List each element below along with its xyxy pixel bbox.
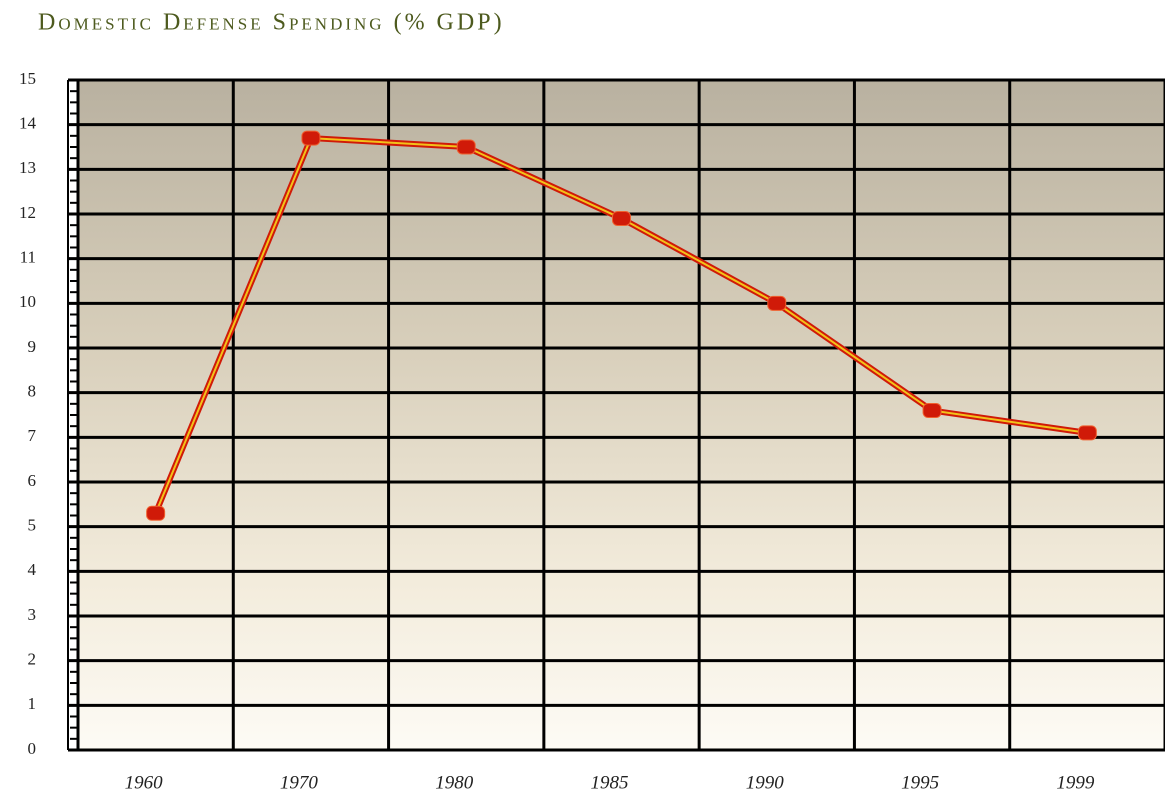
y-tick-label: 0	[28, 739, 37, 758]
data-point	[612, 210, 631, 226]
y-tick-label: 7	[28, 426, 37, 445]
y-tick-label: 9	[28, 337, 37, 356]
data-point	[1077, 425, 1097, 441]
data-point	[301, 130, 321, 146]
x-tick-label: 1970	[280, 772, 319, 793]
y-tick-label: 1	[28, 694, 37, 713]
x-tick-label: 1985	[591, 772, 629, 793]
x-tick-label: 1980	[435, 772, 474, 793]
y-tick-label: 6	[28, 471, 37, 490]
y-tick-label: 3	[28, 605, 37, 624]
chart-title: Domestic Defense Spending (% GDP)	[38, 10, 505, 36]
y-tick-label: 2	[28, 650, 37, 669]
y-tick-label: 4	[28, 560, 37, 579]
x-tick-label: 1995	[901, 772, 939, 793]
data-point	[456, 139, 476, 155]
y-tick-label: 5	[28, 516, 37, 535]
x-tick-label: 1999	[1056, 772, 1095, 793]
data-point	[767, 295, 787, 311]
y-tick-label: 11	[20, 248, 36, 267]
y-tick-label: 12	[19, 203, 36, 222]
y-tick-label: 13	[19, 158, 36, 177]
y-tick-label: 15	[19, 69, 36, 88]
x-tick-label: 1960	[125, 772, 164, 793]
y-tick-label: 8	[28, 382, 37, 401]
x-tick-label: 1990	[746, 772, 785, 793]
plot-background	[78, 80, 1165, 750]
y-tick-label: 10	[19, 292, 36, 311]
data-point	[922, 403, 942, 419]
data-point	[146, 505, 166, 521]
y-tick-label: 14	[19, 114, 37, 133]
